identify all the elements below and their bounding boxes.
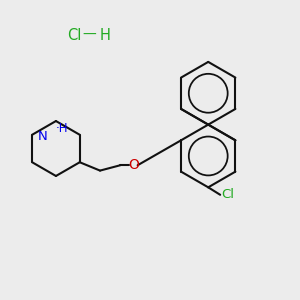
Text: Cl: Cl [222,188,235,201]
Text: Cl: Cl [67,28,81,43]
Text: N: N [38,130,47,143]
Text: ·H: ·H [56,122,68,135]
Text: —: — [83,28,97,42]
Text: O: O [128,158,139,172]
Text: H: H [99,28,110,43]
